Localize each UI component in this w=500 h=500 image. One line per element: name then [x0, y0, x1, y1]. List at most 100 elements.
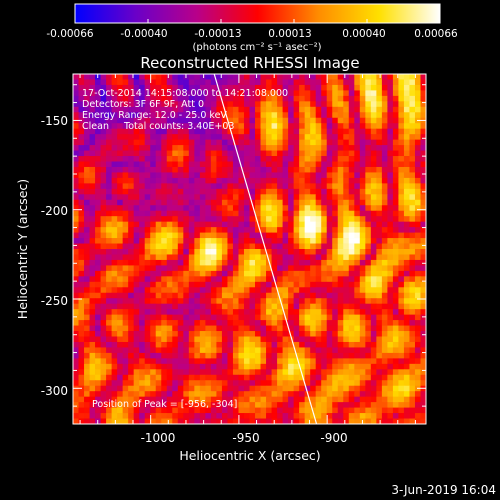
heatmap-cell [271, 270, 278, 277]
heatmap-cell [293, 303, 300, 310]
heatmap-cell [348, 281, 355, 288]
heatmap-cell [161, 249, 168, 255]
heatmap-cell [255, 238, 261, 244]
heatmap-cell [409, 183, 416, 190]
heatmap-cell [89, 281, 96, 288]
heatmap-cell [332, 363, 339, 370]
heatmap-cell [78, 341, 85, 348]
heatmap-cell [315, 166, 322, 173]
heatmap-cell [282, 117, 289, 124]
heatmap-cell [398, 79, 405, 86]
heatmap-cell [227, 95, 234, 102]
heatmap-cell [403, 194, 410, 201]
heatmap-cell [326, 270, 333, 277]
heatmap-cell [409, 79, 416, 86]
heatmap-cell [221, 210, 228, 217]
heatmap-cell [282, 363, 289, 370]
heatmap-cell [205, 123, 212, 130]
heatmap-cell [266, 79, 272, 86]
heatmap-cell [249, 402, 256, 408]
heatmap-cell [117, 363, 124, 370]
heatmap-cell [172, 259, 179, 266]
heatmap-cell [122, 134, 129, 141]
heatmap-cell [150, 336, 157, 343]
heatmap-cell [249, 254, 256, 261]
heatmap-cell [100, 341, 107, 348]
heatmap-cell [343, 117, 350, 124]
heatmap-cell [359, 117, 366, 124]
heatmap-cell [365, 270, 372, 277]
heatmap-cell [84, 134, 90, 141]
heatmap-cell [194, 325, 201, 332]
heatmap-cell [111, 418, 118, 424]
heatmap-cell [73, 101, 79, 108]
heatmap-cell [304, 156, 311, 162]
heatmap-cell [293, 145, 300, 151]
heatmap-cell [420, 112, 426, 119]
heatmap-cell [166, 205, 173, 212]
heatmap-cell [282, 177, 289, 184]
heatmap-cell [288, 112, 295, 119]
heatmap-cell [100, 188, 107, 195]
heatmap-cell [249, 385, 256, 392]
heatmap-cell [117, 281, 124, 288]
heatmap-cell [177, 106, 184, 113]
heatmap-cell [420, 221, 426, 228]
heatmap-cell [326, 292, 333, 299]
heatmap-cell [321, 194, 328, 201]
heatmap-cell [348, 402, 355, 408]
heatmap-cell [106, 325, 113, 332]
heatmap-cell [310, 90, 317, 97]
heatmap-cell [282, 150, 289, 157]
heatmap-cell [288, 276, 295, 283]
heatmap-cell [144, 221, 151, 228]
heatmap-cell [139, 210, 146, 217]
heatmap-cell [177, 309, 184, 316]
heatmap-cell [326, 325, 333, 332]
heatmap-cell [299, 352, 306, 359]
heatmap-cell [348, 145, 355, 151]
heatmap-cell [243, 232, 250, 239]
heatmap-cell [310, 320, 317, 326]
heatmap-cell [177, 183, 184, 190]
heatmap-cell [420, 232, 426, 239]
heatmap-cell [128, 309, 135, 316]
heatmap-cell [420, 363, 426, 370]
heatmap-cell [354, 150, 361, 157]
heatmap-cell [128, 139, 135, 146]
heatmap-cell [376, 380, 383, 387]
heatmap-cell [155, 232, 162, 239]
heatmap-cell [288, 391, 295, 398]
heatmap-cell [249, 134, 256, 141]
heatmap-cell [122, 352, 129, 359]
heatmap-cell [409, 139, 416, 146]
colorbar-tick-label: 0.00013 [268, 28, 311, 40]
heatmap-cell [133, 112, 140, 119]
heatmap-cell [210, 281, 217, 288]
heatmap-cell [409, 238, 416, 244]
heatmap-cell [414, 177, 421, 184]
heatmap-cell [243, 363, 250, 370]
heatmap-cell [183, 347, 190, 354]
heatmap-cell [117, 188, 124, 195]
heatmap-cell [370, 227, 377, 233]
heatmap-cell [255, 385, 261, 392]
heatmap-cell [100, 413, 107, 419]
heatmap-cell [84, 227, 90, 233]
heatmap-cell [370, 276, 377, 283]
heatmap-cell [84, 166, 90, 173]
heatmap-cell [310, 79, 317, 86]
heatmap-cell [321, 101, 328, 108]
heatmap-cell [370, 358, 377, 365]
heatmap-cell [255, 123, 261, 130]
heatmap-cell [238, 358, 245, 365]
heatmap-cell [392, 128, 399, 135]
heatmap-cell [271, 183, 278, 190]
heatmap-cell [100, 139, 107, 146]
heatmap-cell [409, 265, 416, 272]
heatmap-cell [188, 106, 195, 113]
heatmap-cell [376, 418, 383, 424]
heatmap-cell [359, 177, 366, 184]
heatmap-cell [348, 232, 355, 239]
heatmap-cell [95, 232, 101, 239]
